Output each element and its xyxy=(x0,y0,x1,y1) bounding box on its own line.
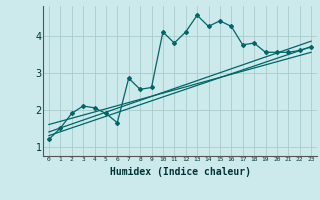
X-axis label: Humidex (Indice chaleur): Humidex (Indice chaleur) xyxy=(109,167,251,177)
